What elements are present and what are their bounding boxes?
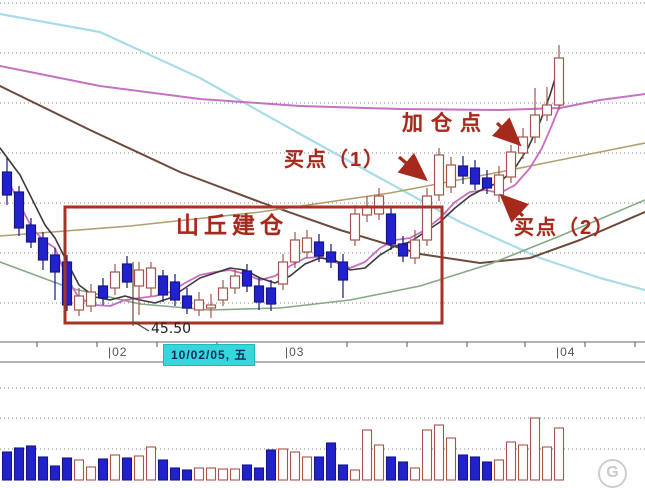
buy-point-2-label: 买点（2） — [514, 217, 616, 239]
ma-magenta-flat — [0, 65, 645, 111]
x-axis-label-02: |02 — [108, 345, 128, 359]
ma-tan-trend — [0, 142, 645, 237]
volume-layer — [1, 417, 565, 481]
x-axis-label-04: |04 — [556, 345, 576, 359]
x-axis-label-03: |03 — [285, 345, 305, 359]
x-axis-layer — [0, 341, 645, 363]
buy-point-1-label: 买点（1） — [284, 149, 386, 171]
ma-maroon-long — [0, 85, 645, 264]
base-box-label: 山丘建仓 — [176, 212, 288, 238]
price-callout-label: 45.50 — [151, 321, 192, 337]
ma-cyan-slow — [0, 12, 645, 292]
watermark-logo: G — [598, 459, 627, 488]
x-axis-date-highlight: 10/02/05, 五 — [163, 344, 256, 366]
candles-layer — [1, 45, 565, 318]
annotations-layer — [63, 117, 530, 332]
add-position-label: 加仓点 — [402, 112, 489, 135]
